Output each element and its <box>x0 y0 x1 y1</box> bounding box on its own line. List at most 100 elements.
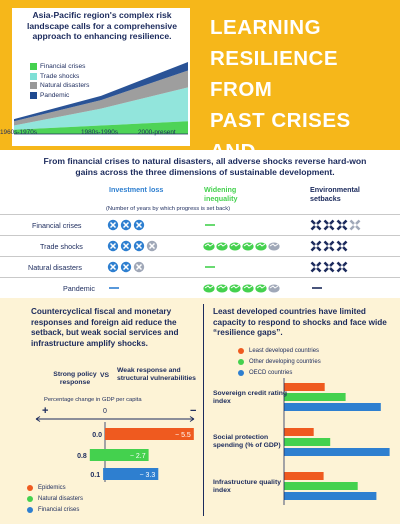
weak-response-bar <box>105 468 159 480</box>
cross-icon <box>107 219 119 231</box>
handshake-icon <box>229 284 241 293</box>
weak-response-label: Weak response and structural vulnerabili… <box>117 367 196 382</box>
area-chart-card: Asia-Pacific region's complex risk lands… <box>12 8 190 146</box>
header-note: Asia-Pacific region's complex risk lands… <box>27 10 177 42</box>
strong-response-label: Strong policy response <box>53 371 97 386</box>
handshake-icon <box>216 284 228 293</box>
cross-icon <box>133 261 145 273</box>
table-row: Trade shocks <box>0 235 400 256</box>
cross-icon <box>133 240 145 252</box>
column-head-environment: Environmental setbacks <box>310 185 360 203</box>
legend-item: Pandemic <box>30 91 89 101</box>
index-label: Sovereign credit rating index <box>213 390 288 406</box>
row-label: Financial crises <box>32 221 82 230</box>
legend-item: Financial crises <box>27 504 83 515</box>
setback-cell <box>203 219 217 231</box>
setback-cell <box>310 219 362 231</box>
tree-icon <box>336 240 348 252</box>
bar-least-developed-countries <box>284 428 314 436</box>
gdp-change-chart: +0 − 0.0 − 5.5 0.8 − 2.7 0.1 − 3.3 <box>35 405 196 482</box>
bar-other-developing-countries <box>284 482 358 490</box>
tree-icon <box>323 219 335 231</box>
tree-icon <box>336 261 348 273</box>
setback-cell <box>310 240 349 252</box>
cross-icon <box>120 219 132 231</box>
handshake-icon <box>216 242 228 251</box>
handshake-icon <box>203 284 215 293</box>
tree-icon <box>323 240 335 252</box>
tree-icon <box>349 219 361 231</box>
bar-other-developing-countries <box>284 438 331 446</box>
cross-icon <box>107 240 119 252</box>
weak-response-value: − 5.5 <box>175 432 191 439</box>
setback-cell <box>310 261 349 273</box>
dash-icon <box>312 287 322 289</box>
row-label: Trade shocks <box>40 242 83 251</box>
setback-cell <box>107 261 146 273</box>
legend-item: Epidemics <box>27 482 83 493</box>
strong-response-value: 0.0 <box>92 432 102 439</box>
area-series-financial-crises <box>14 121 188 134</box>
row-label: Pandemic <box>63 284 95 293</box>
handshake-icon <box>255 284 267 293</box>
minus-marker: − <box>190 405 196 417</box>
tree-icon <box>323 261 335 273</box>
gdp-legend: Epidemics Natural disasters Financial cr… <box>27 482 83 515</box>
cross-icon <box>120 240 132 252</box>
setback-cell <box>203 261 217 273</box>
handshake-icon <box>268 242 280 251</box>
zero-marker: 0 <box>103 408 107 415</box>
weak-response-bar <box>105 449 149 461</box>
middle-subnote: (Number of years by which progress is se… <box>106 206 231 212</box>
handshake-icon <box>242 284 254 293</box>
legend-item: Other developing countries <box>238 356 321 367</box>
tree-icon <box>310 219 322 231</box>
legend-item: Trade shocks <box>30 72 89 82</box>
tree-icon <box>310 240 322 252</box>
strong-response-bar <box>89 449 105 461</box>
strong-response-value: 0.8 <box>77 453 87 460</box>
area-series-pandemic <box>14 62 188 122</box>
legend-item: Least developed countries <box>238 345 321 356</box>
setback-cell <box>107 282 121 294</box>
weak-response-value: − 3.3 <box>140 472 156 479</box>
column-head-investment: Investment loss <box>109 185 164 194</box>
gdp-axis-label: Percentage change in GDP per capita <box>44 397 142 403</box>
strong-response-value: 0.1 <box>90 472 100 479</box>
bar-least-developed-countries <box>284 383 325 391</box>
handshake-icon <box>203 242 215 251</box>
area-legend: Financial crises Trade shocks Natural di… <box>30 62 89 100</box>
bottom-left-title: Countercyclical fiscal and monetary resp… <box>31 307 179 348</box>
handshake-icon <box>229 242 241 251</box>
legend-item: Natural disasters <box>27 493 83 504</box>
bar-oecd-countries <box>284 492 377 500</box>
resilience-legend: Least developed countries Other developi… <box>238 345 321 378</box>
x-tick-label: 1960s-1970s <box>0 129 37 136</box>
table-row: Financial crises <box>0 214 400 235</box>
area-chart <box>14 62 188 135</box>
vs-label: VS <box>100 372 110 379</box>
divider <box>203 304 204 516</box>
tree-icon <box>310 261 322 273</box>
bottom-right-title: Least developed countries have limited c… <box>213 307 387 338</box>
cross-icon <box>146 240 158 252</box>
strong-response-bar <box>103 468 105 480</box>
cross-icon <box>107 261 119 273</box>
x-tick-label: 1980s-1990s <box>81 129 118 136</box>
setback-cell <box>203 282 281 294</box>
direction-arrow <box>35 416 195 422</box>
table-row: Pandemic <box>0 277 400 298</box>
cross-icon <box>133 219 145 231</box>
legend-item: OECD countries <box>238 367 321 378</box>
area-series-natural-disasters <box>14 70 188 126</box>
bar-oecd-countries <box>284 403 381 411</box>
resilience-gap-chart <box>283 378 390 505</box>
dash-icon <box>109 287 119 289</box>
weak-response-bar <box>105 428 194 440</box>
tree-icon <box>336 219 348 231</box>
handshake-icon <box>242 242 254 251</box>
handshake-icon <box>268 284 280 293</box>
cross-icon <box>120 261 132 273</box>
bar-least-developed-countries <box>284 472 324 480</box>
